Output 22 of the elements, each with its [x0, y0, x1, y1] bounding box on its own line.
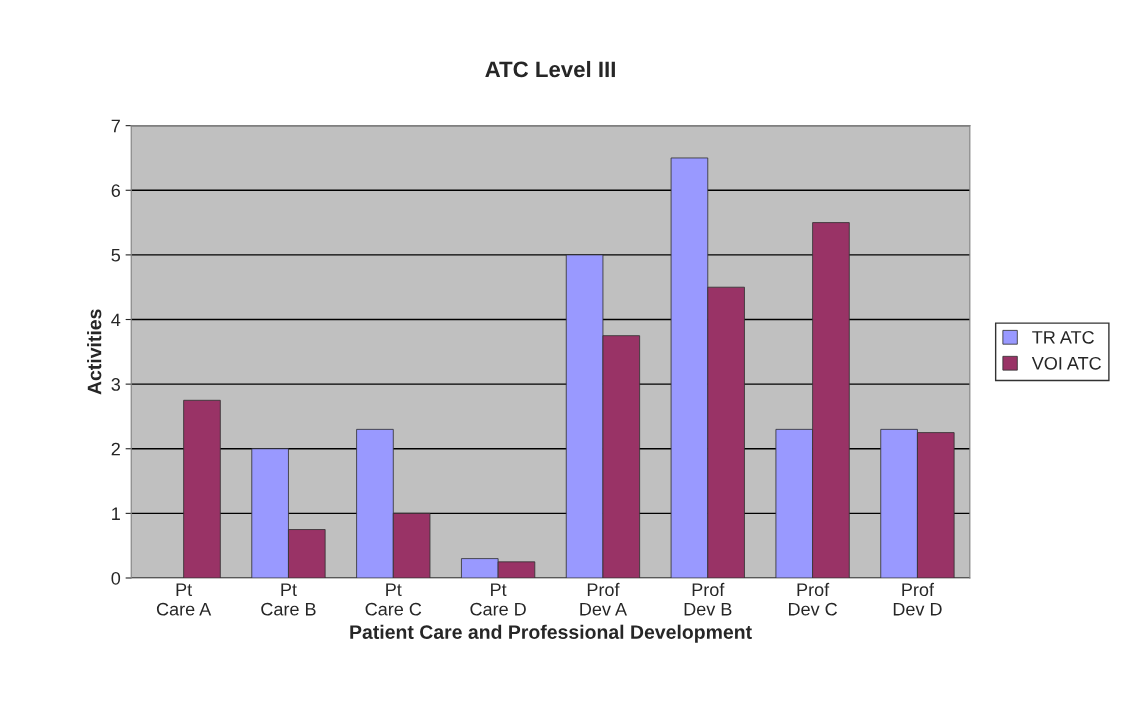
legend-label: VOI ATC: [1031, 356, 1101, 370]
y-tick-label: 0: [111, 571, 121, 585]
legend-label: TR ATC: [1032, 330, 1094, 344]
chart-title: ATC Level III: [485, 60, 615, 78]
y-tick-label: 6: [111, 184, 121, 197]
x-tick-label: Pt Care A: [156, 583, 212, 616]
x-tick-label: Prof Dev D: [893, 582, 942, 616]
x-tick-label: Prof Dev A: [580, 582, 627, 616]
bar: [183, 399, 221, 578]
x-tick-label: Prof Dev C: [789, 582, 837, 616]
y-tick-label: 7: [111, 119, 120, 133]
y-tick-label: 4: [111, 313, 121, 327]
y-axis-title: Activities: [87, 309, 102, 395]
x-axis-title: Patient Care and Professional Development: [350, 624, 752, 643]
y-tick-label: 2: [111, 442, 120, 456]
x-tick-label: Pt Care D: [470, 583, 526, 616]
x-tick-label: Prof Dev B: [684, 582, 732, 616]
x-tick-label: Pt Care B: [261, 583, 316, 616]
y-tick-label: 3: [111, 378, 121, 391]
y-tick-label: 5: [111, 249, 121, 262]
y-tick-label: 1: [112, 507, 120, 520]
x-tick-label: Pt Care C: [365, 583, 422, 616]
